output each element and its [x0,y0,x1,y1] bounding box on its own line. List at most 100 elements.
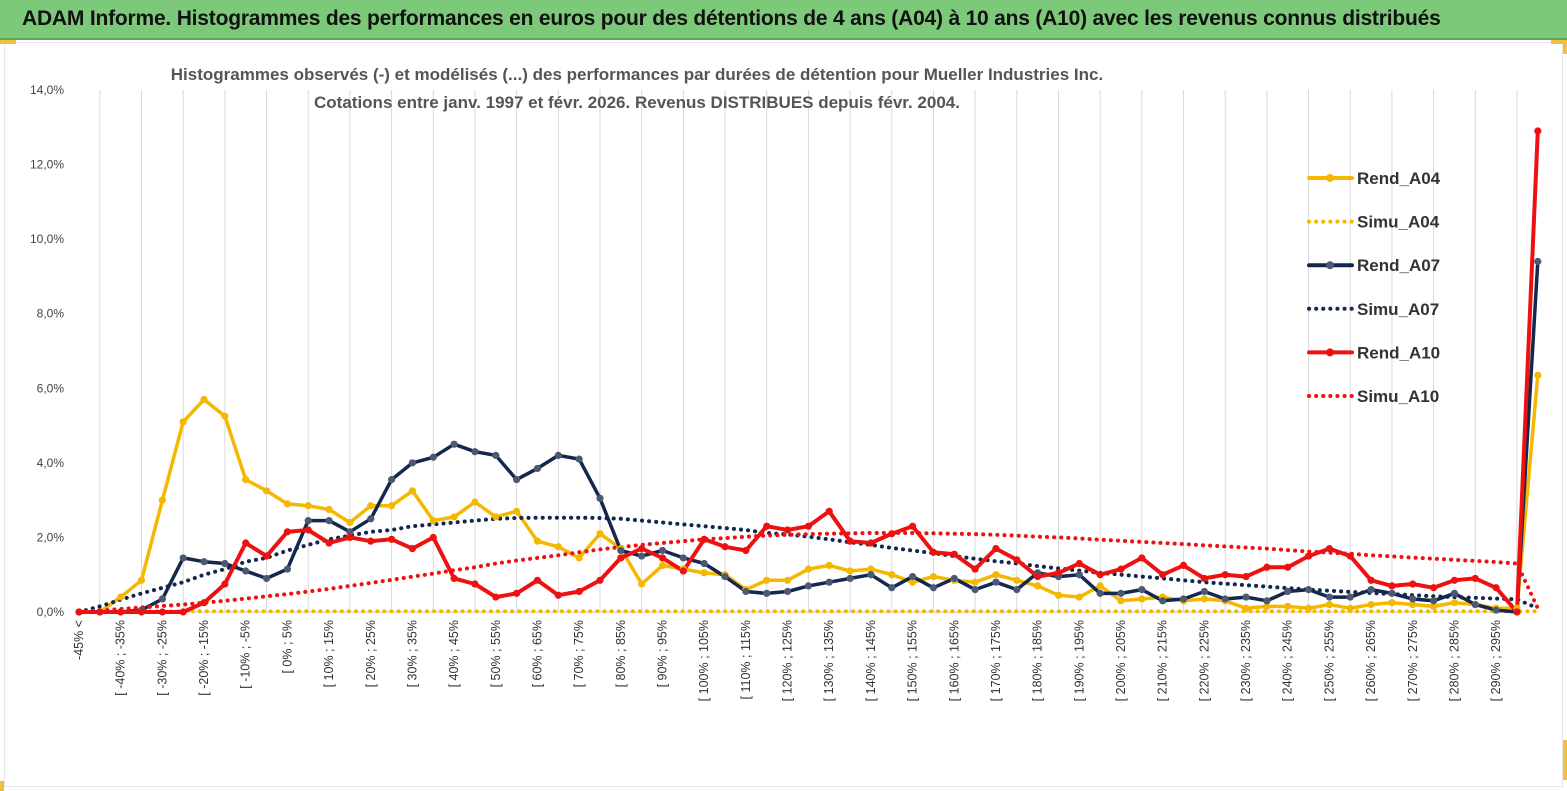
data-point [388,476,396,484]
data-point [846,567,854,575]
data-point [242,476,250,484]
data-point [1096,582,1104,590]
y-tick-label: 14,0% [30,83,64,97]
data-point [1075,559,1083,568]
chart-title: Histogrammes observés (-) et modélisés (… [171,65,1103,84]
legend-label: Rend_A04 [1357,169,1441,188]
data-point [971,586,979,594]
data-point [1492,606,1500,614]
data-point [1450,589,1459,597]
data-point [221,580,229,588]
x-tick-label: [ 270% ; 275% [1406,620,1420,701]
data-point [763,589,771,597]
x-tick-label: [ 180% ; 185% [1031,620,1045,701]
data-point [638,580,646,588]
data-point [1179,595,1188,603]
x-tick-label: [ 220% ; 225% [1197,620,1211,701]
x-tick-label: [ -40% ; -35% [114,620,128,696]
data-point [471,448,479,456]
data-point [1054,569,1063,577]
data-point [658,546,667,555]
data-point [325,539,333,547]
data-point [179,418,187,426]
data-point [1325,600,1333,609]
data-point [304,526,312,534]
data-point [658,554,667,562]
data-point [283,565,291,573]
data-point [304,502,312,510]
data-point [804,522,813,530]
data-point [262,552,271,560]
x-tick-label: [ 20% ; 25% [364,620,378,687]
y-tick-label: 4,0% [37,456,65,470]
data-point [596,576,604,584]
data-point [1409,595,1417,603]
data-point [408,545,417,553]
data-point [283,500,291,508]
x-tick-label: [ 210% ; 215% [1156,620,1170,701]
report-banner: ADAM Informe. Histogrammes des performan… [0,0,1567,40]
data-point [1263,597,1271,605]
data-point [1534,127,1542,135]
legend-label: Rend_A10 [1357,343,1440,362]
data-point [804,582,813,590]
data-point [1304,586,1313,594]
data-point [1200,595,1208,603]
chart-frame [4,42,1563,787]
data-point [700,569,708,577]
data-point [367,515,375,523]
data-point [888,584,896,592]
data-point [262,487,271,495]
data-point [179,608,187,616]
data-point [1221,571,1229,579]
data-point [492,593,500,601]
data-point [638,552,646,560]
data-point [1346,604,1354,612]
x-tick-label: [ 170% ; 175% [989,620,1003,701]
x-tick-label: [ 30% ; 35% [405,620,419,687]
data-point [450,513,458,521]
data-point [346,518,354,527]
data-point [1284,563,1292,571]
report-title: ADAM Informe. Histogrammes des performan… [22,7,1441,30]
chart-subtitle: Cotations entre janv. 1997 et févr. 2026… [314,93,960,112]
data-point [846,537,854,545]
data-point [825,507,833,515]
data-point [992,571,1000,579]
y-tick-label: 0,0% [37,605,65,619]
frame-corner-right-bottom [1563,740,1567,780]
legend-marker [1326,348,1334,357]
x-tick-label: [ 160% ; 165% [947,620,961,701]
legend-marker [1326,174,1334,182]
data-point [1242,593,1250,601]
data-point [679,567,687,575]
data-point [1075,593,1083,601]
data-point [554,543,562,551]
legend-label: Simu_A07 [1357,300,1439,319]
data-point [179,554,187,562]
data-point [1263,602,1271,611]
x-tick-label: [ 240% ; 245% [1281,620,1295,701]
x-tick-label: [ 10% ; 15% [322,620,336,687]
data-point [617,546,625,555]
data-point [492,451,500,459]
data-point [825,578,833,586]
y-tick-label: 8,0% [37,307,65,321]
data-point [554,591,562,599]
data-point [137,608,146,616]
data-point [221,559,229,568]
data-point [1200,587,1208,596]
x-tick-label: [ 290% ; 295% [1489,620,1503,701]
data-point [575,554,583,562]
data-point [1179,561,1188,569]
data-point [783,576,792,584]
data-point [971,565,979,573]
data-point [367,537,375,545]
data-point [638,545,646,553]
data-point [1534,257,1542,266]
data-point [1221,595,1229,603]
data-point [888,530,896,538]
data-point [1346,552,1354,560]
data-point [200,558,208,566]
